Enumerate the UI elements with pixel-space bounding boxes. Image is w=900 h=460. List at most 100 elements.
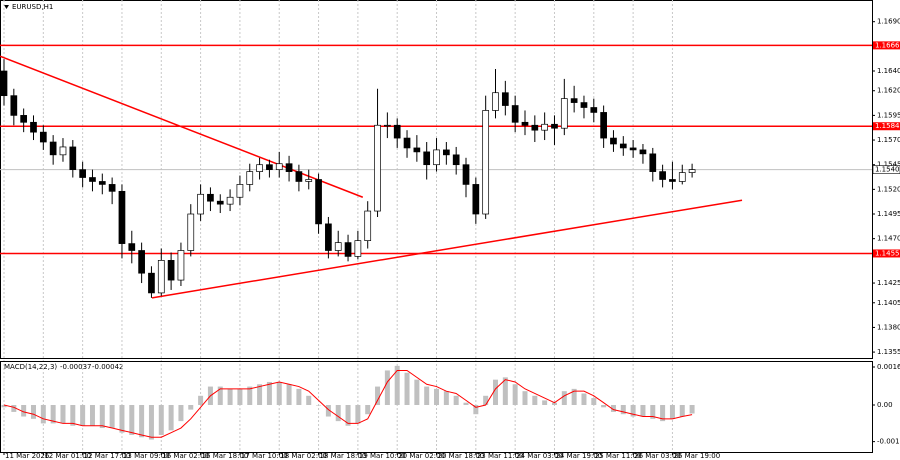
candle-body — [197, 193, 204, 215]
macd-bar — [198, 395, 204, 406]
y-tick-label: 1.1495 — [877, 210, 900, 218]
macd-bar — [630, 405, 636, 417]
level-tag — [873, 41, 900, 50]
candle-body — [570, 98, 578, 103]
candle-body — [128, 243, 136, 251]
macd-bar — [620, 405, 626, 415]
candle-body — [393, 124, 401, 139]
y-tick-label: 1.1570 — [877, 136, 900, 144]
level-label: 1.1666 — [875, 41, 900, 49]
candle-body — [423, 151, 431, 166]
macd-bar — [89, 405, 95, 426]
y-tick-label: 1.1520 — [877, 185, 900, 193]
candle-body — [443, 149, 450, 156]
macd-bar — [109, 405, 115, 429]
macd-bar — [453, 395, 459, 406]
candle-body — [49, 141, 57, 156]
x-tick-label: 26 Mar 19:00 — [673, 452, 720, 460]
x-tick-label: 26 Mar 03:00 — [634, 452, 681, 460]
candle-body — [275, 163, 283, 170]
candle-body — [177, 250, 185, 281]
candle-body — [266, 164, 273, 170]
candle-body — [325, 223, 332, 251]
x-tick-label: 17 Mar 10:00 — [241, 452, 288, 460]
x-tick-label: 24 Mar 19:00 — [555, 452, 602, 460]
trendline — [0, 55, 364, 198]
candle-body — [216, 200, 224, 205]
candle-body — [295, 171, 303, 182]
candle-body — [590, 107, 598, 113]
candle-body — [659, 171, 666, 180]
candle-body — [619, 143, 627, 149]
candle-body — [610, 137, 617, 145]
candle-body — [639, 149, 647, 155]
macd-value: -0.00037 — [60, 363, 91, 371]
candle-body — [59, 146, 67, 156]
candle-body — [167, 260, 175, 281]
x-tick-label: 23 Mar 11:00 — [477, 452, 524, 460]
macd-bar — [21, 405, 27, 417]
trendline — [151, 199, 743, 299]
macd-bar — [50, 405, 56, 424]
x-tick-label: 11 Mar 2026 — [5, 452, 50, 460]
macd-bar — [601, 405, 607, 408]
macd-bar — [217, 386, 223, 406]
macd-bar — [30, 405, 36, 419]
candle-body — [285, 163, 293, 172]
macd-bar — [493, 379, 498, 406]
macd-bar — [355, 405, 361, 424]
macd-bar — [139, 405, 145, 438]
x-tick-label: 12 Mar 01:00 — [44, 452, 91, 460]
level-tag — [873, 249, 900, 258]
x-tick-label: 20 Mar 18:00 — [438, 452, 485, 460]
x-tick-label: 16 Mar 18:00 — [202, 452, 249, 460]
macd-bar — [551, 402, 557, 406]
macd-bar — [40, 405, 46, 424]
candle-body — [334, 242, 342, 251]
macd-bar — [483, 395, 489, 406]
x-tick-label: 24 Mar 03:00 — [516, 452, 563, 460]
macd-bar — [188, 405, 194, 410]
candle-body — [472, 184, 480, 215]
macd-bar — [11, 405, 17, 412]
macd-bar — [335, 405, 341, 422]
candle-body — [30, 121, 37, 133]
macd-bar — [660, 405, 666, 422]
level-label: 1.1584 — [875, 122, 900, 130]
candle-body — [69, 146, 77, 170]
macd-bar — [266, 381, 272, 406]
macd-bar — [375, 386, 381, 406]
candle-body — [256, 164, 263, 172]
candle-body — [98, 181, 106, 185]
candle-body — [629, 147, 637, 151]
candle-body — [669, 179, 676, 182]
x-tick-label: 20 Mar 02:00 — [398, 452, 445, 460]
y-tick-label: 1.1640 — [877, 67, 900, 75]
macd-bar — [463, 402, 469, 406]
macd-bar — [414, 379, 420, 406]
candle-body — [0, 70, 8, 97]
candle-body — [187, 213, 195, 251]
candle-body — [138, 250, 145, 274]
symbol-marker — [4, 5, 9, 9]
candle-body — [79, 169, 86, 178]
candle-body — [482, 110, 490, 215]
macd-bar — [689, 405, 695, 414]
macd-bar — [669, 405, 675, 419]
macd-bar — [542, 400, 548, 406]
macd-bar — [473, 405, 479, 415]
macd-bar — [80, 405, 86, 426]
macd-bar — [316, 405, 322, 406]
macd-bar — [434, 388, 440, 406]
candle-body — [89, 177, 96, 182]
current-price-label: 1.1540 — [875, 166, 900, 174]
macd-bar — [532, 395, 538, 406]
y-tick-label: 0.00165 — [877, 363, 900, 371]
macd-bar — [345, 405, 351, 426]
candle-body — [580, 102, 588, 108]
y-tick-label: 1.1425 — [877, 279, 900, 287]
macd-bar — [325, 405, 331, 417]
candle-body — [688, 169, 696, 173]
candle-body — [108, 184, 116, 192]
